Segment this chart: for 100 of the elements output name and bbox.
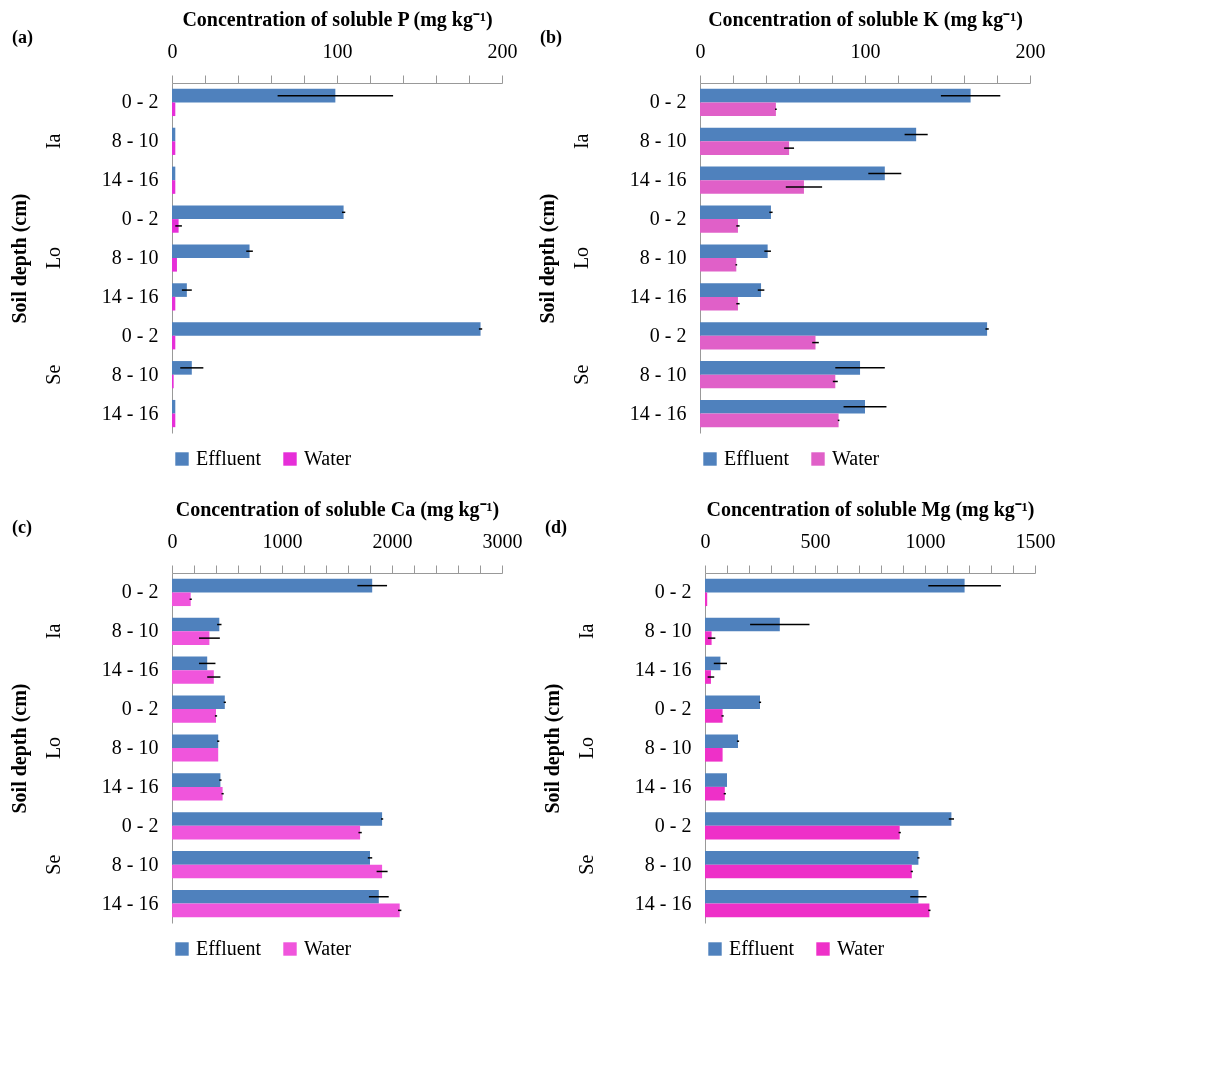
bar (705, 617, 780, 632)
text: (b) (540, 27, 562, 48)
y-tick-label: 8 - 10 (639, 362, 687, 385)
y-axis-title: Soil depth (cm) (7, 193, 31, 324)
bar (700, 102, 776, 117)
text: Ia (575, 623, 597, 640)
x-tick-label: 1500 (1015, 529, 1056, 552)
bar (172, 734, 219, 748)
bar (700, 205, 771, 220)
bar (172, 322, 481, 336)
y-tick-label: 8 - 10 (111, 852, 159, 875)
bar (700, 361, 861, 375)
bar (172, 709, 216, 723)
y-tick-label: 8 - 10 (644, 852, 692, 875)
bar (172, 219, 179, 233)
bar (172, 205, 344, 220)
legend-label: Effluent (729, 937, 795, 959)
bar (705, 825, 900, 840)
bar (700, 141, 790, 155)
y-axis-title: Soil depth (cm) (7, 683, 31, 814)
bar (705, 695, 760, 710)
bar (705, 734, 738, 748)
text: Lo (42, 736, 64, 760)
x-tick-label: 0 (695, 39, 706, 62)
bar (700, 399, 865, 414)
bar (705, 592, 708, 607)
bar (172, 180, 176, 194)
bar (172, 825, 361, 840)
text: (d) (545, 517, 567, 538)
bar (172, 592, 191, 607)
bar (172, 141, 176, 155)
x-tick-label: 100 (850, 39, 881, 62)
y-tick-label: 14 - 16 (101, 891, 159, 914)
bar (705, 656, 721, 671)
y-tick-label: 0 - 2 (649, 323, 687, 346)
bar (700, 258, 737, 272)
bar (705, 903, 930, 918)
text: Se (570, 364, 592, 385)
text: Ia (42, 623, 64, 640)
bar (700, 283, 762, 297)
y-tick-label: 8 - 10 (111, 736, 159, 758)
bar (172, 399, 176, 414)
y-tick-label: 8 - 10 (639, 246, 687, 268)
bar (172, 695, 225, 710)
y-tick-label: 14 - 16 (634, 891, 692, 914)
x-tick-label: 0 (167, 39, 178, 62)
bar (700, 296, 738, 311)
x-tick-label: 0 (167, 529, 178, 552)
bar (172, 812, 383, 826)
bar (705, 864, 912, 879)
y-tick-label: 0 - 2 (654, 580, 692, 603)
legend-label: Water (837, 937, 885, 959)
y-tick-label: 14 - 16 (629, 284, 687, 307)
y-tick-label: 0 - 2 (649, 90, 687, 113)
y-tick-label: 0 - 2 (121, 323, 159, 346)
x-tick-label: 200 (487, 39, 518, 62)
y-tick-label: 0 - 2 (121, 580, 159, 603)
bar (172, 773, 221, 787)
bar (172, 578, 373, 593)
x-tick-label: 2000 (372, 529, 413, 552)
bar (172, 244, 250, 258)
y-tick-label: 0 - 2 (649, 207, 687, 230)
text: Ia (42, 133, 64, 150)
y-tick-label: 0 - 2 (121, 207, 159, 230)
y-axis-title: Soil depth (cm) (540, 683, 564, 814)
x-tick-label: 100 (322, 39, 353, 62)
legend-label: Effluent (724, 447, 790, 469)
bar (172, 102, 176, 117)
bar (172, 851, 370, 865)
bar (172, 631, 210, 645)
y-axis-title: Soil depth (cm) (535, 193, 559, 324)
y-tick-label: 8 - 10 (644, 736, 692, 758)
y-tick-label: 14 - 16 (634, 774, 692, 797)
bar (172, 748, 219, 762)
bar (172, 88, 336, 103)
x-tick-label: 1000 (905, 529, 946, 552)
y-tick-label: 8 - 10 (111, 246, 159, 268)
text: Se (42, 854, 64, 875)
bar (172, 361, 192, 375)
bar (172, 864, 383, 879)
x-tick-label: 200 (1015, 39, 1046, 62)
bar (172, 786, 223, 801)
bar (172, 670, 214, 684)
x-tick-label: 0 (700, 529, 711, 552)
bar (705, 786, 725, 801)
bar (700, 166, 885, 181)
bar (700, 413, 839, 428)
bar (705, 773, 727, 787)
x-tick-label: 500 (800, 529, 831, 552)
bar (172, 903, 400, 918)
bar (700, 244, 768, 258)
bar (700, 127, 917, 142)
text: (a) (12, 27, 33, 48)
bar (700, 335, 816, 350)
bar (700, 88, 971, 103)
bar (705, 851, 919, 865)
bar (172, 889, 379, 904)
bar (705, 889, 919, 904)
y-tick-label: 14 - 16 (101, 284, 159, 307)
y-tick-label: 14 - 16 (101, 168, 159, 191)
